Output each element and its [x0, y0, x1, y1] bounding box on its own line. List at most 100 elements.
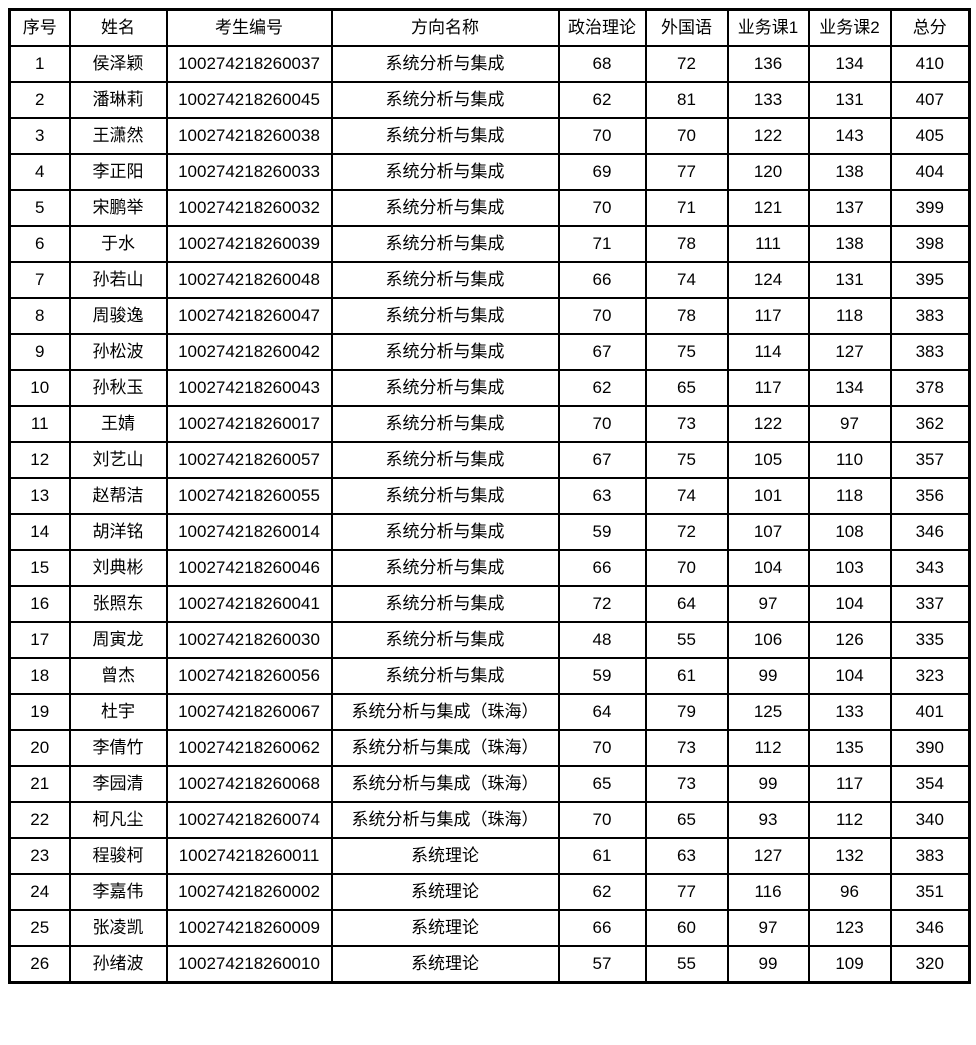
cell-foreign: 65: [644, 369, 729, 407]
cell-name: 周骏逸: [68, 297, 168, 335]
column-header-total: 总分: [889, 8, 971, 47]
cell-total: 320: [889, 945, 971, 984]
table-row: 4 李正阳 100274218260033 系统分析与集成 69 77 120 138 404: [8, 153, 971, 191]
cell-foreign: 73: [644, 405, 729, 443]
table-row: 13 赵帮洁 100274218260055 系统分析与集成 63 74 101 118 356: [8, 477, 971, 515]
table-row: 22 柯凡尘 100274218260074 系统分析与集成（珠海） 70 65 93 112…: [8, 801, 971, 839]
cell-direction: 系统分析与集成: [330, 585, 560, 623]
cell-foreign: 60: [644, 909, 729, 947]
cell-politics: 62: [557, 81, 647, 119]
cell-name: 潘琳莉: [68, 81, 168, 119]
cell-course2: 118: [807, 297, 892, 335]
cell-index: 19: [8, 693, 71, 731]
cell-course2: 134: [807, 45, 892, 83]
cell-course1: 121: [726, 189, 810, 227]
cell-course2: 131: [807, 81, 892, 119]
table-body: 1 侯泽颖 100274218260037 系统分析与集成 68 72 136 134 410 2…: [8, 45, 971, 984]
cell-politics: 70: [557, 117, 647, 155]
cell-foreign: 79: [644, 693, 729, 731]
cell-name: 刘艺山: [68, 441, 168, 479]
cell-foreign: 71: [644, 189, 729, 227]
table-row: 26 孙绪波 100274218260010 系统理论 57 55 99 109 320: [8, 945, 971, 984]
cell-politics: 70: [557, 405, 647, 443]
cell-index: 7: [8, 261, 71, 299]
cell-politics: 66: [557, 261, 647, 299]
cell-name: 王潇然: [68, 117, 168, 155]
cell-politics: 71: [557, 225, 647, 263]
cell-name: 周寅龙: [68, 621, 168, 659]
cell-foreign: 75: [644, 441, 729, 479]
cell-index: 3: [8, 117, 71, 155]
cell-total: 346: [889, 513, 971, 551]
column-header-course1: 业务课1: [726, 8, 810, 47]
cell-id: 100274218260011: [165, 837, 333, 875]
cell-direction: 系统理论: [330, 837, 560, 875]
cell-id: 100274218260038: [165, 117, 333, 155]
cell-index: 6: [8, 225, 71, 263]
cell-total: 354: [889, 765, 971, 803]
cell-politics: 62: [557, 873, 647, 911]
cell-index: 22: [8, 801, 71, 839]
cell-direction: 系统分析与集成: [330, 513, 560, 551]
cell-course2: 112: [807, 801, 892, 839]
cell-name: 胡洋铭: [68, 513, 168, 551]
cell-course1: 117: [726, 297, 810, 335]
table-row: 9 孙松波 100274218260042 系统分析与集成 67 75 114 127 383: [8, 333, 971, 371]
cell-index: 10: [8, 369, 71, 407]
cell-index: 15: [8, 549, 71, 587]
cell-index: 23: [8, 837, 71, 875]
cell-name: 李园清: [68, 765, 168, 803]
cell-course1: 116: [726, 873, 810, 911]
cell-course1: 99: [726, 765, 810, 803]
table-row: 19 杜宇 100274218260067 系统分析与集成（珠海） 64 79 125 133…: [8, 693, 971, 731]
cell-course2: 126: [807, 621, 892, 659]
cell-total: 407: [889, 81, 971, 119]
table-row: 3 王潇然 100274218260038 系统分析与集成 70 70 122 143 405: [8, 117, 971, 155]
cell-index: 9: [8, 333, 71, 371]
table-row: 12 刘艺山 100274218260057 系统分析与集成 67 75 105 110 357: [8, 441, 971, 479]
cell-course1: 136: [726, 45, 810, 83]
cell-direction: 系统分析与集成: [330, 549, 560, 587]
cell-direction: 系统理论: [330, 873, 560, 911]
cell-name: 赵帮洁: [68, 477, 168, 515]
cell-foreign: 72: [644, 513, 729, 551]
cell-politics: 70: [557, 297, 647, 335]
cell-course1: 125: [726, 693, 810, 731]
cell-course1: 104: [726, 549, 810, 587]
cell-name: 李正阳: [68, 153, 168, 191]
cell-course2: 109: [807, 945, 892, 984]
cell-course1: 122: [726, 405, 810, 443]
cell-foreign: 77: [644, 873, 729, 911]
cell-course1: 99: [726, 945, 810, 984]
cell-name: 李嘉伟: [68, 873, 168, 911]
cell-course2: 138: [807, 153, 892, 191]
cell-course2: 132: [807, 837, 892, 875]
table-row: 2 潘琳莉 100274218260045 系统分析与集成 62 81 133 131 407: [8, 81, 971, 119]
cell-total: 357: [889, 441, 971, 479]
cell-name: 李倩竹: [68, 729, 168, 767]
cell-politics: 63: [557, 477, 647, 515]
cell-id: 100274218260041: [165, 585, 333, 623]
cell-total: 399: [889, 189, 971, 227]
cell-index: 2: [8, 81, 71, 119]
cell-id: 100274218260017: [165, 405, 333, 443]
cell-direction: 系统分析与集成（珠海）: [330, 801, 560, 839]
cell-politics: 61: [557, 837, 647, 875]
cell-course1: 127: [726, 837, 810, 875]
cell-course2: 133: [807, 693, 892, 731]
cell-direction: 系统分析与集成（珠海）: [330, 693, 560, 731]
cell-direction: 系统分析与集成: [330, 405, 560, 443]
cell-direction: 系统分析与集成: [330, 369, 560, 407]
table-row: 21 李园清 100274218260068 系统分析与集成（珠海） 65 73 99 117…: [8, 765, 971, 803]
table-row: 17 周寅龙 100274218260030 系统分析与集成 48 55 106 126 335: [8, 621, 971, 659]
cell-id: 100274218260067: [165, 693, 333, 731]
cell-direction: 系统分析与集成: [330, 117, 560, 155]
table-row: 11 王婧 100274218260017 系统分析与集成 70 73 122 97 362: [8, 405, 971, 443]
cell-course1: 105: [726, 441, 810, 479]
cell-direction: 系统分析与集成: [330, 153, 560, 191]
cell-index: 5: [8, 189, 71, 227]
cell-total: 335: [889, 621, 971, 659]
cell-course2: 123: [807, 909, 892, 947]
cell-foreign: 55: [644, 621, 729, 659]
cell-course2: 108: [807, 513, 892, 551]
